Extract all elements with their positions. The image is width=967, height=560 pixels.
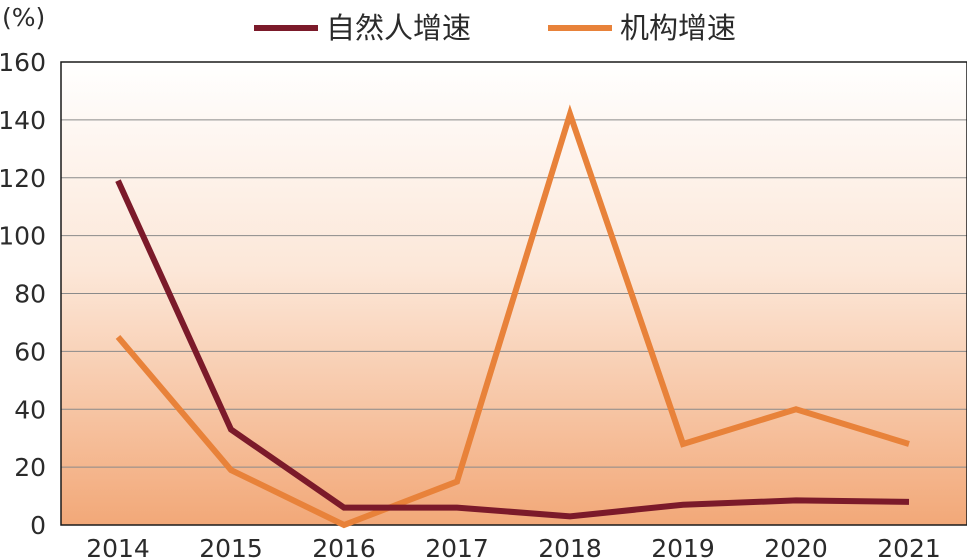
grid-lines [61,119,967,468]
legend-label: 机构增速 [620,11,736,45]
y-tick-label: 80 [14,280,46,309]
series-line [115,179,910,520]
legend-label: 自然人增速 [326,11,471,45]
y-tick-label: 160 [0,48,46,77]
y-axis-ticks: 0 20 40 60 80 100 120 140 160 [0,48,46,540]
y-tick-label: 140 [0,106,46,135]
x-axis-ticks: 2014 2015 2016 2017 2018 2019 2020 2021 [86,534,941,560]
x-tick-label: 2019 [651,534,715,560]
series-lines [115,104,910,529]
x-tick-label: 2014 [86,534,150,560]
y-tick-label: 0 [30,511,46,540]
y-tick-label: 60 [14,337,46,366]
y-tick-label: 40 [14,395,46,424]
plot-frame [60,61,967,526]
x-tick-label: 2016 [312,534,376,560]
series-line [115,104,910,529]
y-unit-label: (%) [2,3,45,32]
legend: 自然人增速 机构增速 [254,11,736,45]
y-tick-label: 20 [14,453,46,482]
x-tick-label: 2015 [199,534,263,560]
x-tick-label: 2017 [425,534,489,560]
x-tick-label: 2021 [877,534,941,560]
y-tick-label: 120 [0,164,46,193]
x-tick-label: 2020 [764,534,828,560]
x-tick-label: 2018 [538,534,602,560]
y-tick-label: 100 [0,222,46,251]
